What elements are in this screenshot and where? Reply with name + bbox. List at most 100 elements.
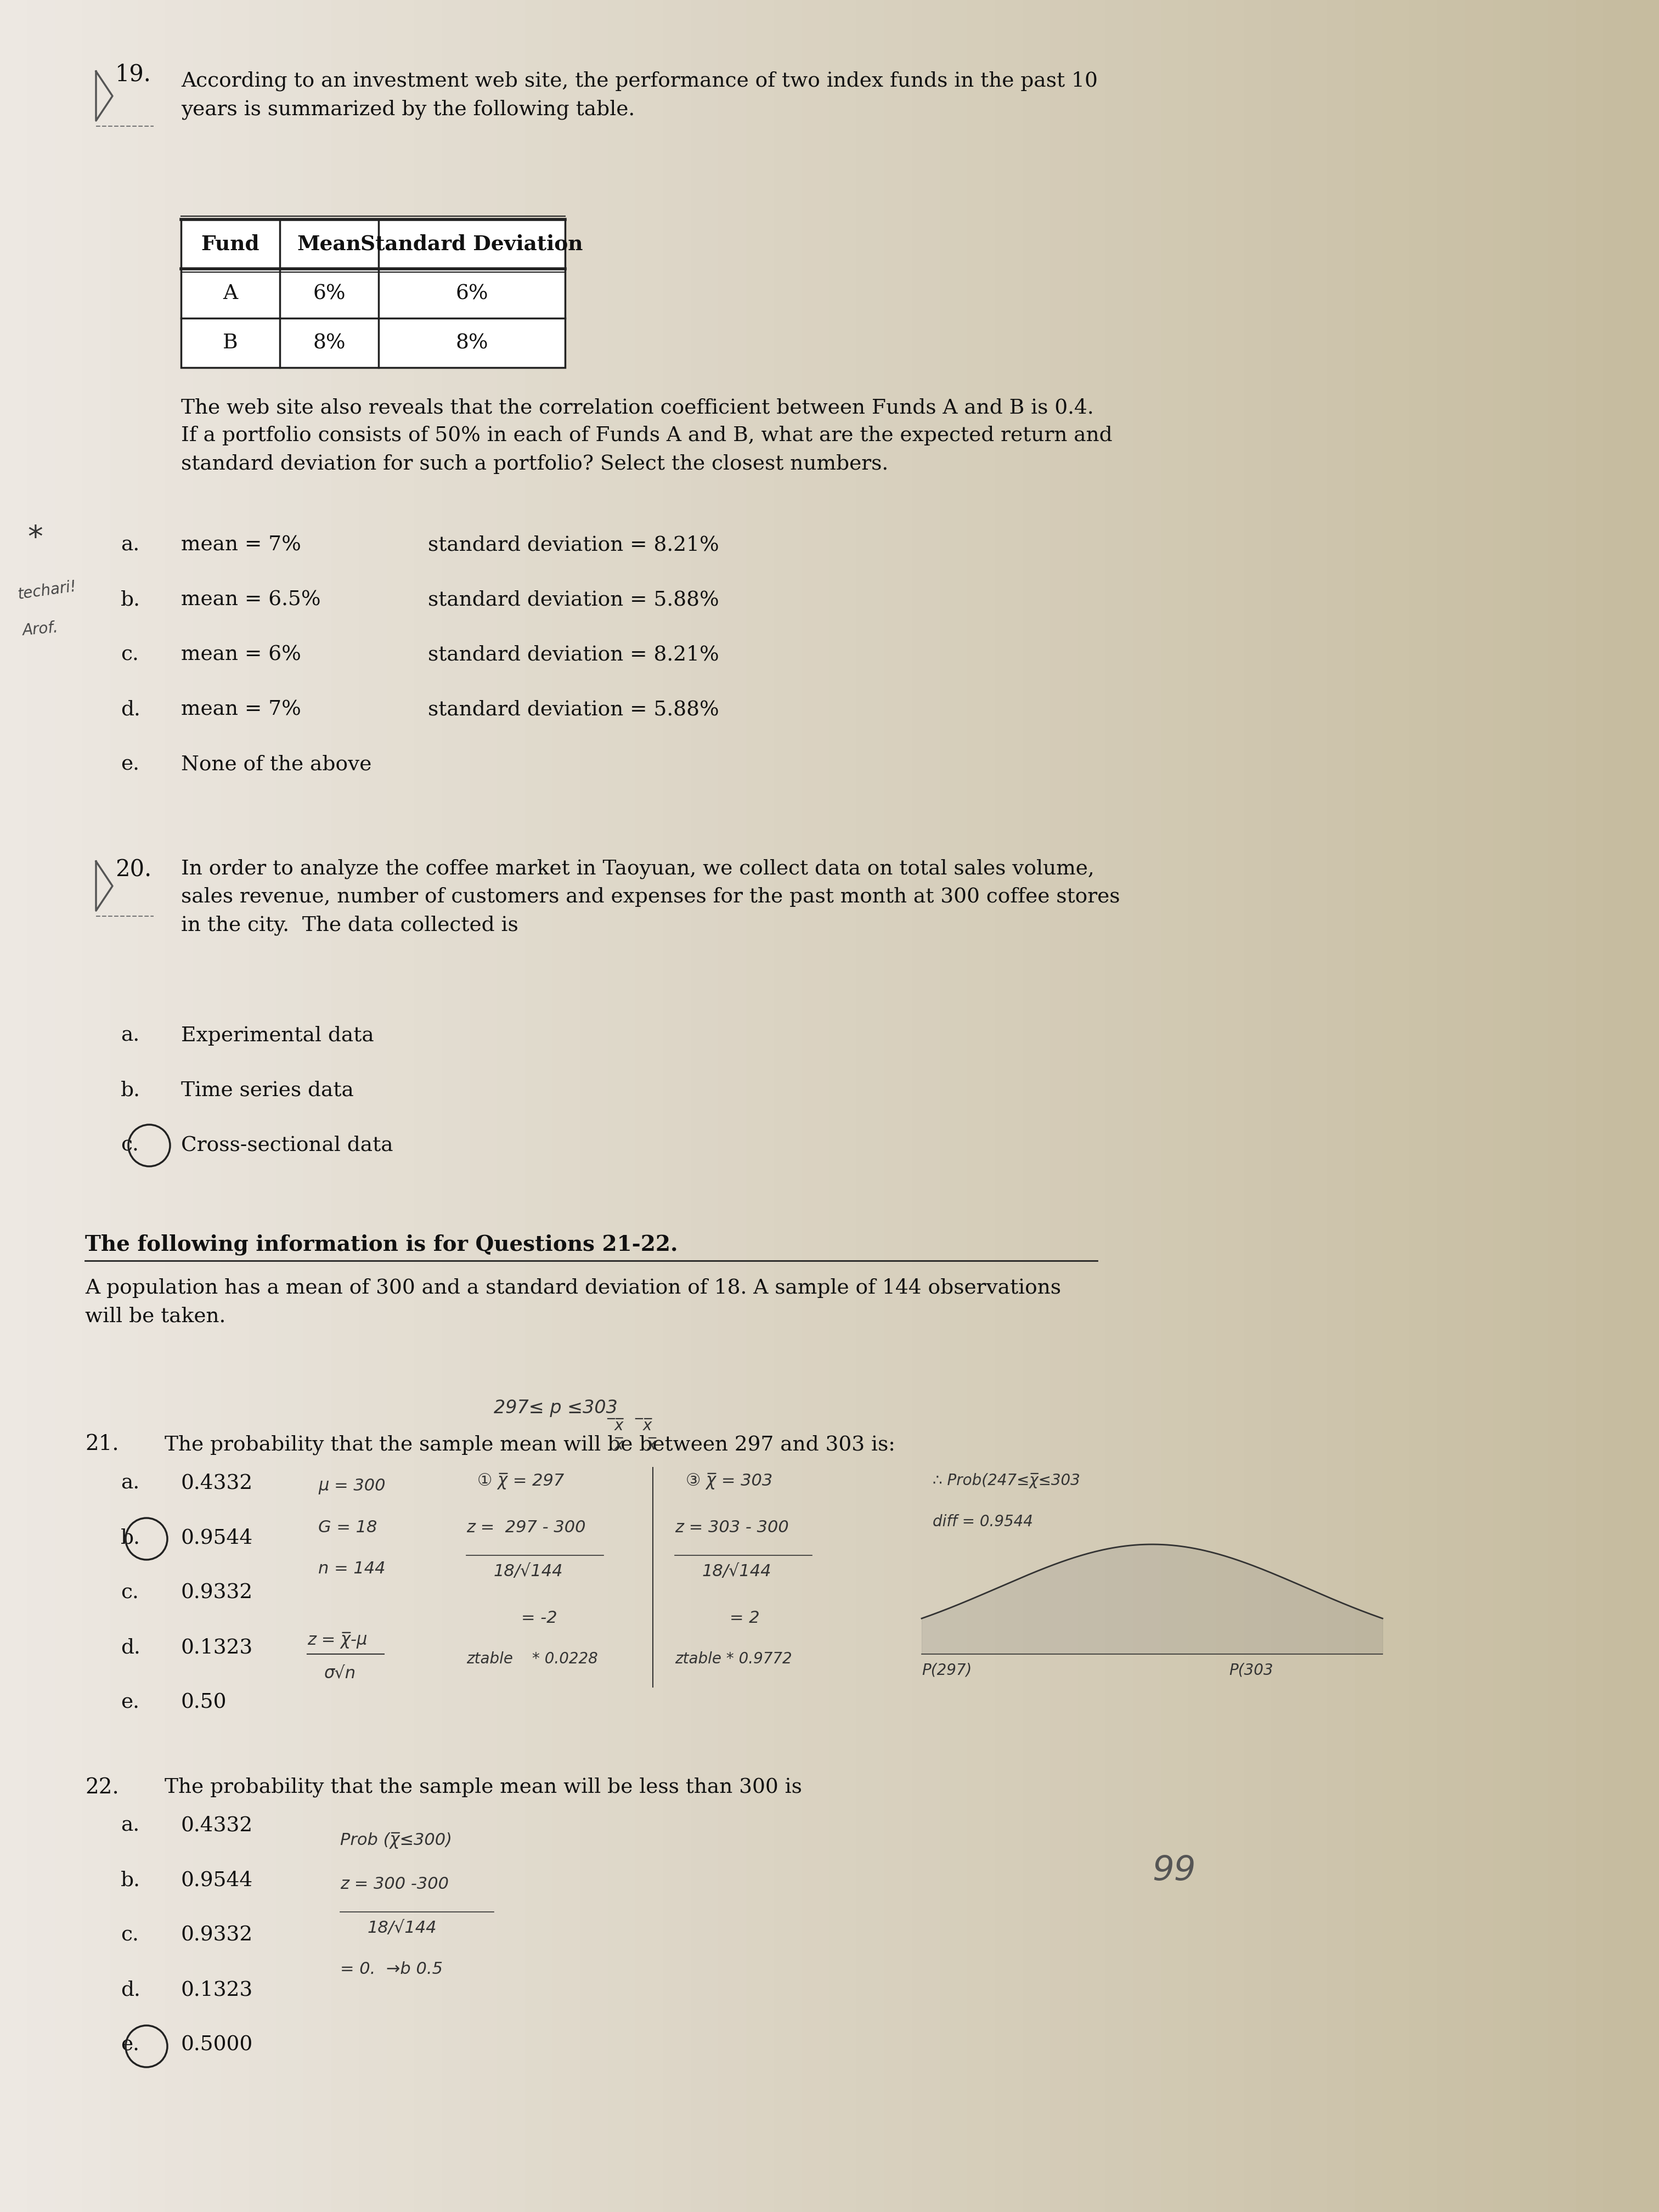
Text: n = 144: n = 144 <box>319 1562 385 1577</box>
Bar <box>1107 0 1133 2212</box>
Bar <box>221 0 249 2212</box>
Text: Arof.: Arof. <box>22 619 60 639</box>
Bar <box>718 0 747 2212</box>
Text: standard deviation = 8.21%: standard deviation = 8.21% <box>428 644 718 664</box>
Text: mean = 7%: mean = 7% <box>181 535 302 555</box>
Bar <box>664 0 692 2212</box>
Text: 0.4332: 0.4332 <box>181 1816 252 1836</box>
Bar <box>967 0 995 2212</box>
Bar <box>0 0 28 2212</box>
Text: 6%: 6% <box>314 283 345 303</box>
Bar <box>1327 0 1355 2212</box>
Text: b.: b. <box>121 1871 141 1891</box>
Bar <box>552 0 581 2212</box>
Bar <box>801 0 830 2212</box>
Bar <box>55 0 83 2212</box>
Bar <box>635 0 664 2212</box>
Text: A population has a mean of 300 and a standard deviation of 18. A sample of 144 o: A population has a mean of 300 and a sta… <box>85 1279 1062 1327</box>
Text: 0.9332: 0.9332 <box>181 1584 252 1601</box>
Bar <box>111 0 138 2212</box>
Bar <box>526 0 552 2212</box>
Bar <box>304 0 332 2212</box>
Text: = 2: = 2 <box>730 1610 760 1626</box>
Bar <box>995 0 1024 2212</box>
Bar <box>360 0 387 2212</box>
Bar <box>1272 0 1299 2212</box>
Bar <box>83 0 111 2212</box>
Bar <box>775 0 801 2212</box>
Bar <box>1133 0 1161 2212</box>
Bar <box>1548 0 1576 2212</box>
Text: 18/√144: 18/√144 <box>702 1564 771 1579</box>
Text: The probability that the sample mean will be between 297 and 303 is:: The probability that the sample mean wil… <box>164 1436 896 1455</box>
Bar <box>1631 0 1659 2212</box>
Bar <box>1465 0 1493 2212</box>
Text: e.: e. <box>121 754 139 774</box>
Bar <box>469 0 498 2212</box>
Text: The web site also reveals that the correlation coefficient between Funds A and B: The web site also reveals that the corre… <box>181 398 1113 473</box>
Text: techari!: techari! <box>17 580 78 602</box>
Bar <box>1604 0 1631 2212</box>
Text: 8%: 8% <box>456 334 488 352</box>
Text: *: * <box>28 524 43 553</box>
Text: ztable * 0.9772: ztable * 0.9772 <box>675 1652 791 1666</box>
Text: a.: a. <box>121 1473 139 1493</box>
Text: c.: c. <box>121 1927 139 1944</box>
Text: = -2: = -2 <box>521 1610 557 1626</box>
Text: Prob (χ̅≤300): Prob (χ̅≤300) <box>340 1832 451 1849</box>
Text: b.: b. <box>121 591 141 611</box>
Text: 6%: 6% <box>456 283 488 303</box>
Text: z = χ̅-μ: z = χ̅-μ <box>307 1632 367 1648</box>
Text: P(297): P(297) <box>922 1661 972 1677</box>
Text: c.: c. <box>121 1584 139 1601</box>
Bar <box>884 0 912 2212</box>
Bar <box>941 0 967 2212</box>
Text: standard deviation = 8.21%: standard deviation = 8.21% <box>428 535 718 555</box>
Text: 0.9544: 0.9544 <box>181 1871 254 1891</box>
Text: ③ χ̅ = 303: ③ χ̅ = 303 <box>685 1473 773 1489</box>
Text: ∴ Prob(247≤χ̅≤303: ∴ Prob(247≤χ̅≤303 <box>932 1473 1080 1489</box>
Text: standard deviation = 5.88%: standard deviation = 5.88% <box>428 591 718 611</box>
Bar <box>194 0 221 2212</box>
Text: mean = 6%: mean = 6% <box>181 644 302 664</box>
Text: P(303: P(303 <box>1229 1661 1272 1677</box>
Bar <box>332 0 360 2212</box>
Bar <box>609 0 635 2212</box>
Text: 0.50: 0.50 <box>181 1692 227 1712</box>
Text: d.: d. <box>121 1637 141 1657</box>
Bar <box>387 0 415 2212</box>
Text: 297≤ p ≤303: 297≤ p ≤303 <box>494 1398 617 1418</box>
Text: 20.: 20. <box>114 858 151 883</box>
Text: d.: d. <box>121 699 141 719</box>
Text: 0.9332: 0.9332 <box>181 1927 252 1944</box>
Text: 0.1323: 0.1323 <box>181 1637 254 1657</box>
Text: 0.9544: 0.9544 <box>181 1528 254 1548</box>
Text: 18/√144: 18/√144 <box>494 1564 562 1579</box>
Bar <box>1024 0 1050 2212</box>
Text: According to an investment web site, the performance of two index funds in the p: According to an investment web site, the… <box>181 71 1098 119</box>
Bar <box>581 0 609 2212</box>
Text: d.: d. <box>121 1980 141 2000</box>
Text: Experimental data: Experimental data <box>181 1026 373 1046</box>
Bar <box>1576 0 1604 2212</box>
Text: G = 18: G = 18 <box>319 1520 377 1535</box>
Text: z = 303 - 300: z = 303 - 300 <box>675 1520 788 1535</box>
Text: * 0.0228: * 0.0228 <box>533 1652 597 1666</box>
Text: a.: a. <box>121 1026 139 1046</box>
Text: c.: c. <box>121 1135 139 1155</box>
Bar <box>1521 0 1548 2212</box>
Bar <box>138 0 166 2212</box>
Text: = 0.  →b 0.5: = 0. →b 0.5 <box>340 1962 443 1978</box>
Bar <box>1355 0 1382 2212</box>
Text: 0.1323: 0.1323 <box>181 1980 254 2000</box>
Text: x̅     x̅: x̅ x̅ <box>614 1438 657 1453</box>
Text: ̅x̅    ̅x̅: ̅x̅ ̅x̅ <box>614 1418 652 1433</box>
Bar <box>181 219 566 367</box>
Text: 99: 99 <box>1151 1854 1196 1887</box>
Bar <box>692 0 718 2212</box>
Text: mean = 6.5%: mean = 6.5% <box>181 591 320 611</box>
Text: b.: b. <box>121 1528 141 1548</box>
Bar <box>166 0 194 2212</box>
Text: ztable: ztable <box>466 1652 513 1666</box>
Text: None of the above: None of the above <box>181 754 372 774</box>
